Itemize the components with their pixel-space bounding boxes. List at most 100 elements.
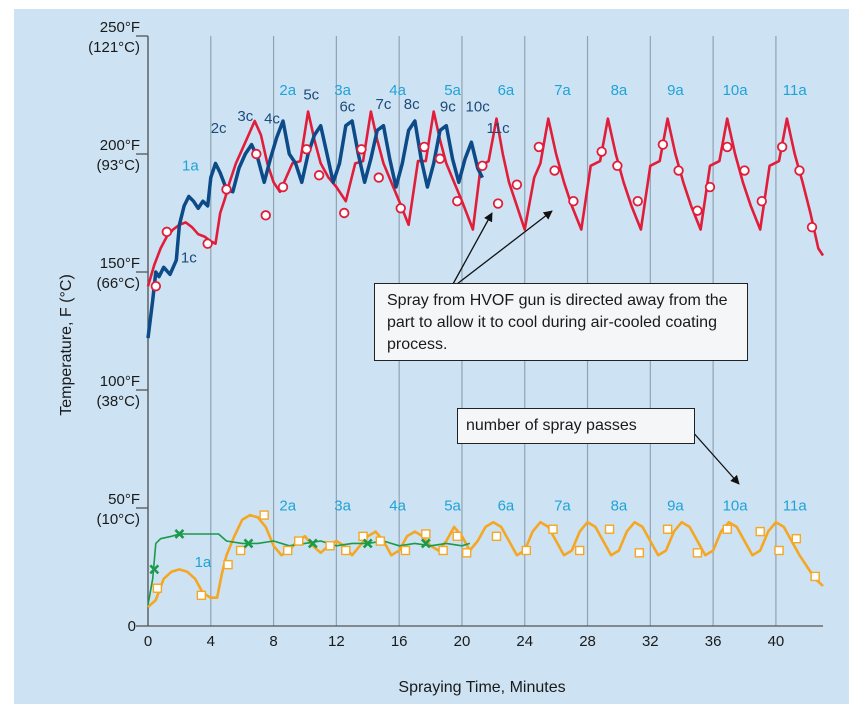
- x-marker: [149, 564, 160, 575]
- x-marker: [307, 538, 318, 549]
- pass-label-top: 10a: [723, 82, 749, 99]
- square-marker: [421, 529, 431, 539]
- square-marker: [259, 510, 269, 520]
- circle-marker: [806, 221, 818, 233]
- x-tick-label: 8: [269, 633, 277, 650]
- circle-marker: [150, 280, 162, 292]
- circle-marker: [612, 160, 623, 172]
- square-marker: [774, 545, 784, 556]
- square-marker: [438, 545, 448, 556]
- x-marker: [243, 538, 254, 549]
- square-marker: [196, 590, 207, 601]
- x-tick-label: 0: [144, 633, 152, 650]
- circle-marker: [221, 184, 232, 195]
- square-marker: [634, 548, 645, 558]
- c-pass-label-1c: 1c: [181, 250, 197, 267]
- circle-marker: [395, 203, 406, 214]
- pass-label-bottom: 11a: [783, 497, 808, 514]
- y-tick-label: 50°F: [108, 491, 140, 508]
- x-marker: [174, 529, 185, 539]
- c-pass-label: 9c: [440, 99, 456, 116]
- square-marker: [491, 531, 502, 542]
- pass-label-top: 3a: [334, 82, 351, 99]
- square-marker: [325, 541, 335, 551]
- square-marker: [755, 526, 765, 537]
- y-tick-label: 0: [128, 618, 136, 635]
- spray-passes-annotation: number of spray passes: [457, 408, 695, 444]
- x-tick-label: 20: [454, 633, 471, 650]
- pass-label-bottom: 2a: [279, 497, 296, 514]
- circle-marker: [373, 172, 384, 183]
- x-tick-label: 40: [768, 633, 785, 650]
- square-marker: [810, 571, 820, 582]
- circle-marker: [756, 195, 767, 207]
- c-pass-label: 11c: [487, 120, 511, 137]
- circle-marker: [533, 141, 545, 153]
- y-tick-label: 150°F: [100, 255, 140, 272]
- square-marker: [604, 524, 615, 534]
- x-marker: [362, 538, 373, 549]
- pass-label-top: 7a: [554, 82, 571, 99]
- square-marker: [722, 524, 732, 534]
- square-marker: [461, 548, 472, 558]
- y-tick-label-celsius: (38°C): [96, 393, 140, 410]
- c-pass-label: 7c: [376, 96, 392, 113]
- pass-label-top: 9a: [667, 82, 684, 99]
- circle-marker: [339, 207, 350, 219]
- circle-marker: [161, 226, 173, 238]
- square-marker: [574, 545, 585, 556]
- circle-marker: [477, 160, 488, 172]
- y-tick-label: 200°F: [100, 137, 140, 154]
- annotation-arrow: [690, 429, 740, 485]
- y-tick-label: 100°F: [100, 373, 140, 390]
- square-marker: [692, 548, 703, 558]
- y-axis-label: Temperature, F (°C): [58, 274, 75, 416]
- y-tick-label-celsius: (66°C): [96, 275, 140, 292]
- square-marker: [152, 583, 163, 593]
- circle-marker: [313, 170, 325, 181]
- circle-marker: [356, 144, 367, 155]
- orange-temperature-line: [147, 513, 824, 609]
- x-tick-label: 36: [705, 633, 722, 650]
- c-pass-label: 8c: [404, 96, 420, 113]
- cooling-annotation: Spray from HVOF gun is directed away fro…: [374, 283, 748, 361]
- circle-marker: [596, 146, 607, 157]
- c-pass-label: 6c: [339, 99, 355, 116]
- pass-label-bottom: 10a: [723, 497, 749, 514]
- square-marker: [662, 524, 673, 534]
- pass-label-top: 4a: [389, 82, 406, 99]
- square-marker: [283, 545, 293, 556]
- pass-label-bottom: 8a: [611, 497, 628, 514]
- pass-label-bottom: 3a: [334, 497, 351, 514]
- circle-marker: [673, 165, 684, 176]
- c-pass-label: 10c: [466, 99, 491, 116]
- pass-label-1a-bottom: 1a: [195, 554, 212, 571]
- c-pass-label: 4c: [264, 110, 280, 127]
- circle-marker: [202, 238, 213, 249]
- c-pass-label: 2c: [211, 120, 227, 137]
- square-marker: [375, 536, 386, 546]
- x-tick-label: 24: [516, 633, 533, 650]
- y-tick-label-celsius: (10°C): [96, 511, 140, 528]
- circle-marker: [657, 139, 669, 150]
- circle-marker: [632, 195, 643, 207]
- x-tick-label: 32: [642, 633, 659, 650]
- circle-marker: [704, 181, 716, 193]
- circle-marker: [739, 165, 750, 176]
- circle-marker: [549, 165, 560, 176]
- c-pass-label: 5c: [303, 87, 319, 104]
- circle-marker: [419, 141, 430, 153]
- circle-marker: [277, 181, 289, 193]
- pass-label-top: 6a: [498, 82, 515, 99]
- pass-label-bottom: 4a: [389, 497, 406, 514]
- pass-label-bottom: 5a: [444, 497, 461, 514]
- blue-temperature-line: [146, 119, 484, 339]
- circle-marker: [568, 195, 579, 207]
- pass-label-top: 2a: [279, 82, 296, 99]
- square-marker: [293, 536, 304, 546]
- square-marker: [341, 545, 351, 556]
- x-marker: [420, 538, 431, 549]
- pass-label-bottom: 7a: [554, 497, 571, 514]
- green-temperature-line: [147, 533, 471, 605]
- c-pass-label: 3c: [237, 108, 253, 125]
